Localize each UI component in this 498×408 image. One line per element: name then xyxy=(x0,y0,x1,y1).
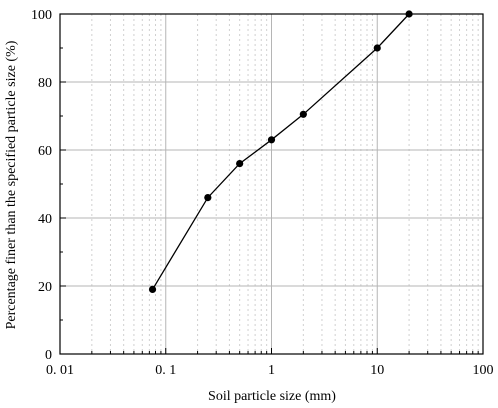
axes xyxy=(59,13,484,355)
y-tick-label: 100 xyxy=(31,8,52,23)
x-axis-label: Soil particle size (mm) xyxy=(208,389,336,404)
data-series xyxy=(148,10,413,293)
x-tick-label: 0. 1 xyxy=(155,363,176,378)
y-axis-label: Percentage finer than the specified part… xyxy=(4,40,19,329)
y-tick-label: 20 xyxy=(38,280,52,295)
x-tick-label: 100 xyxy=(473,363,494,378)
data-point xyxy=(299,110,307,118)
data-point xyxy=(405,10,413,18)
data-point xyxy=(236,160,244,168)
data-point xyxy=(148,285,157,293)
x-tick-label: 10 xyxy=(370,363,384,378)
grid xyxy=(59,13,484,355)
y-tick-label: 0 xyxy=(45,348,52,363)
y-tick-label: 40 xyxy=(38,212,52,227)
tick-labels: 0. 01 0. 1 1 10 100 0 20 40 60 80 100 xyxy=(31,8,494,378)
data-point xyxy=(267,136,276,144)
x-tick-label: 0. 01 xyxy=(46,363,74,378)
x-tick-label: 1 xyxy=(268,363,275,378)
data-point xyxy=(373,44,381,52)
y-tick-label: 60 xyxy=(38,144,52,159)
series-line xyxy=(151,13,410,290)
data-point xyxy=(204,194,212,202)
y-tick-label: 80 xyxy=(38,76,52,91)
